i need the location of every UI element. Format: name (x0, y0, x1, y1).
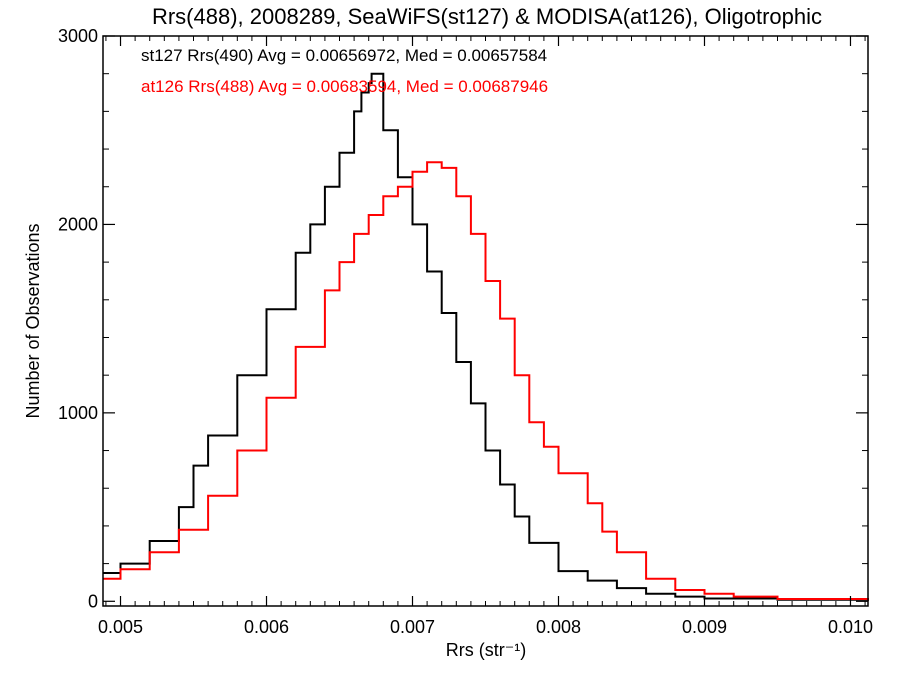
x-tick-label: 0.006 (244, 617, 289, 637)
y-tick-label: 0 (88, 591, 98, 611)
plot-series (103, 72, 869, 601)
x-tick-label: 0.008 (536, 617, 581, 637)
x-tick-label: 0.007 (390, 617, 435, 637)
legend-entry-st127: st127 Rrs(490) Avg = 0.00656972, Med = 0… (141, 46, 547, 65)
y-tick-label: 1000 (58, 403, 98, 423)
chart-title: Rrs(488), 2008289, SeaWiFS(st127) & MODI… (152, 4, 822, 29)
x-axis-label: Rrs (str⁻¹) (446, 640, 526, 660)
y-tick-label: 3000 (58, 26, 98, 46)
y-axis: 0 1000 2000 3000 (58, 26, 868, 611)
series-line-st127 (103, 72, 869, 601)
y-tick-label: 2000 (58, 214, 98, 234)
legend-entry-at126: at126 Rrs(488) Avg = 0.00683594, Med = 0… (141, 77, 548, 96)
x-axis: 0.005 0.006 0.007 0.008 0.009 0.010 (98, 36, 873, 637)
series-line-at126 (103, 161, 869, 601)
plot-frame (102, 35, 869, 607)
x-tick-label: 0.005 (98, 617, 143, 637)
x-tick-label: 0.010 (828, 617, 873, 637)
x-tick-label: 0.009 (682, 617, 727, 637)
y-axis-label: Number of Observations (23, 223, 43, 418)
